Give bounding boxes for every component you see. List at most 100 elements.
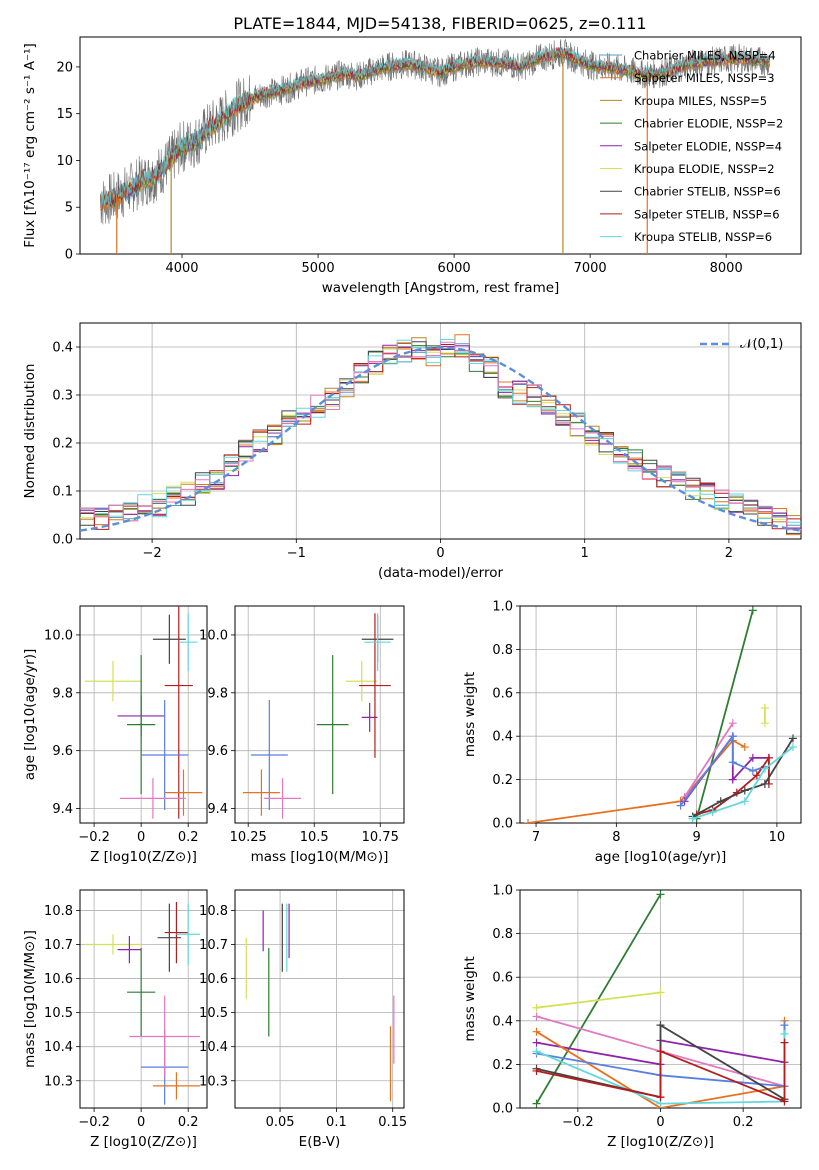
plot-area-weight_vs_age [524,606,797,823]
x-tick-label: 0 [137,830,145,845]
panel-mass_vs_ebv: 0.05 0.1 0.15 10.3 10.4 10.5 10.6 10.7 10.8 E(B-V… [199,889,407,1150]
plus-marker [740,786,749,795]
x-tick-label: −0.2 [78,1115,110,1130]
plot-area-weight_vs_Z [532,890,789,1108]
plus-marker [532,1027,541,1036]
x-tick-label: 10 [769,830,786,845]
x-axis-label: Z [log10(Z/Z⊙)] [90,1134,197,1150]
y-tick-label: 0.6 [492,686,513,701]
plus-marker [656,1021,665,1030]
panel-weight_vs_age: 7 8 9 10 0.0 0.2 0.4 0.6 0.8 1.0 age [log10(age/yr… [462,600,802,865]
plus-marker [532,1038,541,1047]
y-tick-label: 0.3 [52,389,73,404]
x-tick-label: −0.2 [562,1115,594,1130]
plus-marker [532,1066,541,1075]
y-tick-label: 15 [56,107,73,122]
y-axis-label: mass weight [462,672,478,757]
y-tick-label: 0.2 [492,773,513,788]
plus-marker [740,797,749,806]
plus-marker [788,743,797,752]
y-tick-label: 0.4 [492,1014,513,1029]
y-tick-label: 1.0 [492,600,513,615]
plus-marker [760,779,769,788]
axes-frame [234,605,405,824]
weight-line-chabrier_elodie [535,893,662,1105]
plus-marker [688,814,697,823]
legend-label-salpeter_miles: Salpeter MILES, NSSP=3 [634,71,775,85]
y-tick-label: 9.6 [207,744,228,759]
legend-label-chabrier_stelib: Chabrier STELIB, NSSP=6 [634,185,781,199]
y-tick-label: 10.4 [199,1040,228,1055]
y-tick-label: 10.6 [199,972,228,987]
y-tick-label: 10.3 [44,1074,73,1089]
x-tick-label: 0 [137,1115,145,1130]
y-tick-label: 10.7 [199,938,228,953]
axes-frame [79,605,208,824]
weight-line-salpeter_stelib [696,755,770,816]
x-axis-label: E(B-V) [299,1134,341,1150]
y-tick-label: 0.2 [492,1058,513,1073]
x-axis-label: mass [log10(M/M⊙)] [251,849,389,865]
x-tick-label: 7 [532,830,540,845]
y-tick-label: 10 [56,154,73,169]
x-axis-label: age [log10(age/yr)] [595,849,727,865]
plot-area-spectrum [100,38,770,254]
y-tick-label: 9.8 [207,686,228,701]
plus-marker [752,771,761,780]
x-tick-label: 5000 [302,261,335,276]
plot-area-mass_vs_ebv [245,903,395,1102]
y-tick-label: 0.0 [492,1102,513,1117]
x-tick-label: 4000 [165,261,198,276]
legend-label-normal: 𝒩(0,1) [740,337,783,352]
y-tick-label: 0.0 [52,533,73,548]
x-tick-label: −1 [287,546,306,561]
x-axis-label: (data-model)/error [378,565,504,581]
plus-marker [728,732,737,741]
panel-age_vs_Z: −0.2 0 0.2 9.4 9.6 9.8 10.0 Z [log10(Z/Z⊙)] age … [22,605,208,865]
plus-marker [780,1038,789,1047]
panel-mass_vs_Z: −0.2 0 0.2 10.3 10.4 10.5 10.6 10.7 10.8 Z [log10… [22,889,208,1150]
y-tick-label: 20 [56,60,73,75]
y-tick-label: 10.3 [199,1074,228,1089]
y-tick-label: 10.6 [44,972,73,987]
legend-label-chabrier_miles: Chabrier MILES, NSSP=4 [634,49,776,63]
normal-curve [80,346,801,532]
plot-area-age_vs_Z [84,606,203,819]
y-tick-label: 1.0 [492,884,513,899]
weight-line-chabrier_elodie [695,610,754,819]
x-tick-label: 0.2 [178,1115,199,1130]
x-tick-label: 0.2 [733,1115,754,1130]
plus-marker [780,1029,789,1038]
y-tick-label: 10.5 [199,1006,228,1021]
plot-area-mass_vs_Z [84,901,200,1105]
x-tick-label: 1 [581,546,589,561]
y-tick-label: 5 [65,201,73,216]
y-tick-label: 0.0 [492,817,513,832]
axes-frame [79,36,802,255]
x-axis-label: Z [log10(Z/Z⊙)] [607,1134,714,1150]
plus-marker [788,734,797,743]
y-tick-label: 0.4 [52,341,73,356]
plus-marker [728,775,737,784]
y-tick-label: 10.8 [44,904,73,919]
plus-marker [656,890,665,899]
plus-marker [760,719,769,728]
x-tick-label: 0.1 [326,1115,347,1130]
plus-marker [532,1003,541,1012]
plus-marker [748,753,757,762]
plus-marker [748,766,757,775]
panel-spectrum: 4000 5000 6000 7000 8000 0 5 10 15 20 wavelength [… [22,36,802,296]
y-tick-label: 10.0 [199,628,228,643]
legend-label-salpeter_elodie: Salpeter ELODIE, NSSP=4 [634,139,782,153]
x-tick-label: 2 [725,546,733,561]
y-tick-label: 9.6 [52,744,73,759]
x-tick-label: 0 [436,546,444,561]
x-tick-label: 8000 [710,261,743,276]
y-axis-label: Flux [fλ10⁻¹⁷ erg cm⁻² s⁻¹ A⁻¹] [22,43,38,248]
y-axis-label: mass [log10(M/M⊙)] [22,930,38,1068]
plus-marker [760,764,769,773]
y-tick-label: 10.0 [44,628,73,643]
plus-marker [656,988,665,997]
y-axis-label: age [log10(age/yr)] [22,649,38,781]
